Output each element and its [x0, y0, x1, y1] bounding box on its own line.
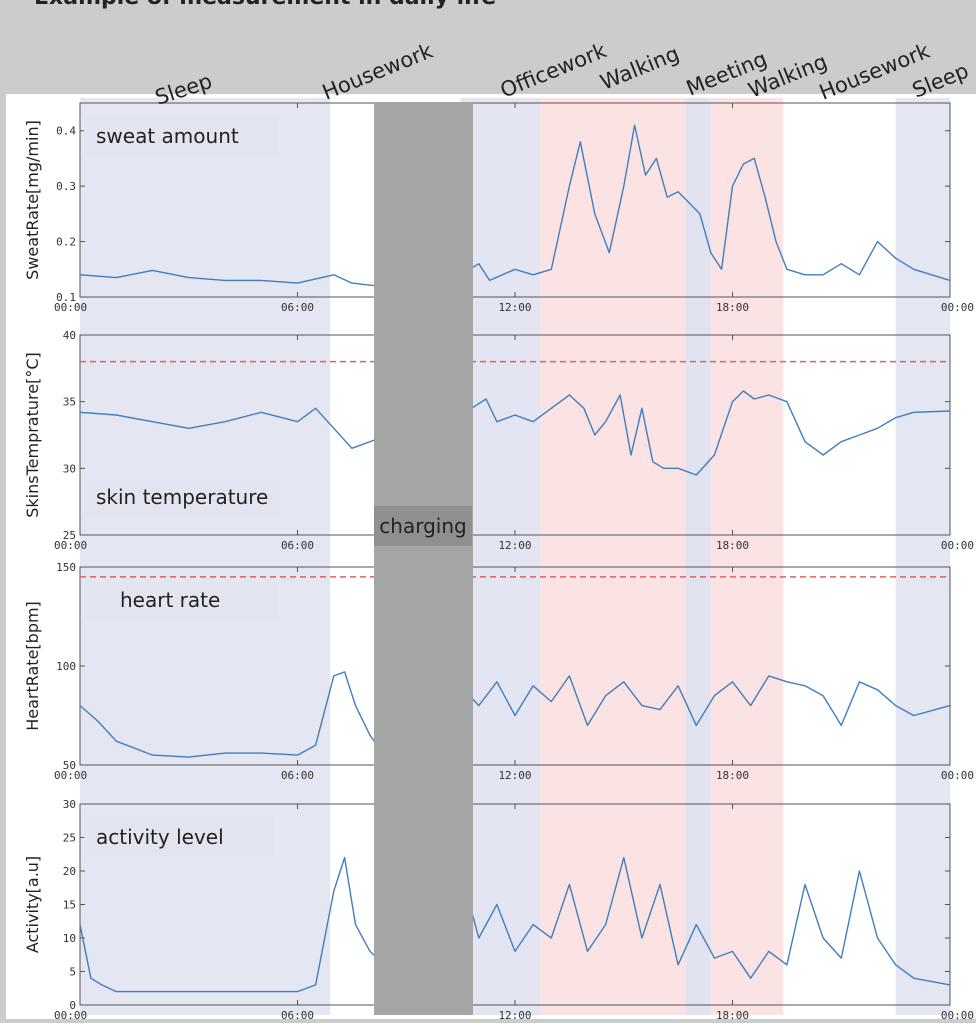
y-tick-label: 0.3 — [56, 180, 76, 193]
charging-label: charging — [379, 514, 466, 538]
y-tick-label: 10 — [63, 932, 76, 945]
y-tick-label: 0.1 — [56, 291, 76, 304]
series-line-segment-2 — [460, 124, 951, 282]
panel-3: 50 100 150 00:00 06:00 12:00 18:00 00:00 HeartRa… — [23, 561, 974, 782]
x-tick-label: 12:00 — [498, 1009, 531, 1019]
y-tick-label: 20 — [63, 865, 76, 878]
panel-4: 0 5 10 15 20 25 30 00:00 06:00 12:00 18:00 00:00 Act… — [23, 798, 974, 1022]
y-tick-label: 5 — [69, 966, 76, 979]
x-tick-label: 06:00 — [281, 539, 314, 552]
y-tick-label: 0.2 — [56, 236, 76, 249]
x-tick-label: 00:00 — [941, 1009, 974, 1019]
figure-title: Example of measurement in daily life — [34, 0, 496, 10]
x-tick-label: 12:00 — [498, 301, 531, 314]
panel-label: sweat amount — [96, 124, 239, 148]
x-tick-label: 06:00 — [281, 1009, 314, 1019]
y-axis-label: SweatRate[mg/min] — [23, 120, 42, 280]
y-tick-label: 100 — [56, 660, 76, 673]
x-tick-label: 18:00 — [716, 301, 749, 314]
sleep-band — [80, 98, 331, 1015]
y-tick-label: 40 — [63, 329, 76, 342]
series-line-segment-1 — [79, 671, 378, 758]
y-tick-label: 50 — [63, 759, 76, 772]
x-tick-label: 18:00 — [716, 769, 749, 782]
charging-period — [374, 102, 473, 1015]
series-line-segment-1 — [79, 856, 378, 993]
x-tick-label: 12:00 — [498, 769, 531, 782]
panel-2: 25 30 35 40 00:00 06:00 12:00 18:00 00:00 SkinsTe… — [23, 329, 974, 552]
panel-label: heart rate — [120, 588, 220, 612]
walking-band-2 — [710, 98, 784, 1015]
x-tick-label: 18:00 — [716, 1009, 749, 1019]
y-axis-label: SkinsTemprature[°C] — [23, 352, 42, 518]
series-line-segment-2 — [459, 390, 951, 476]
y-tick-label: 35 — [63, 396, 76, 409]
y-tick-label: 30 — [63, 798, 76, 811]
y-tick-label: 150 — [56, 561, 76, 574]
x-tick-label: 06:00 — [281, 769, 314, 782]
officework-band — [460, 98, 541, 1015]
x-tick-label: 06:00 — [281, 301, 314, 314]
charging-label-box — [374, 506, 472, 546]
x-tick-label: 00:00 — [941, 539, 974, 552]
y-tick-label: 0.4 — [56, 125, 76, 138]
x-tick-label: 00:00 — [54, 539, 87, 552]
activity-bands — [80, 98, 950, 1015]
panel-label: skin temperature — [96, 485, 268, 509]
panel-1: 0.1 0.2 0.3 0.4 00:00 06:00 12:00 18:00 00:00 Swe… — [23, 102, 974, 314]
x-tick-label: 18:00 — [716, 539, 749, 552]
panel-label-box — [84, 117, 278, 155]
meeting-band — [685, 98, 711, 1015]
y-tick-label: 25 — [63, 832, 76, 845]
y-axis-label: HeartRate[bpm] — [23, 601, 42, 731]
y-tick-label: 25 — [63, 529, 76, 542]
y-tick-label: 0 — [69, 999, 76, 1012]
series-line-segment-2 — [459, 856, 951, 986]
x-tick-label: 00:00 — [54, 769, 87, 782]
panel-label-box — [84, 478, 280, 516]
y-tick-label: 30 — [63, 462, 76, 475]
series-line-segment-1 — [79, 407, 378, 449]
panel-label-box — [84, 818, 274, 856]
x-tick-label: 00:00 — [54, 301, 87, 314]
chart-panels: 0.1 0.2 0.3 0.4 00:00 06:00 12:00 18:00 00:00 Swe… — [23, 102, 974, 1022]
x-tick-label: 00:00 — [54, 1009, 87, 1019]
sleep-band-2 — [895, 98, 950, 1015]
y-axis-label: Activity[a.u] — [23, 856, 42, 953]
x-tick-label: 00:00 — [941, 301, 974, 314]
panel-label-box — [84, 581, 278, 619]
panel-label: activity level — [96, 825, 224, 849]
y-tick-label: 15 — [63, 899, 76, 912]
x-tick-label: 00:00 — [941, 769, 974, 782]
series-line-segment-1 — [79, 269, 378, 287]
x-tick-label: 12:00 — [498, 539, 531, 552]
series-line-segment-2 — [460, 675, 951, 727]
walking-band — [540, 98, 686, 1015]
